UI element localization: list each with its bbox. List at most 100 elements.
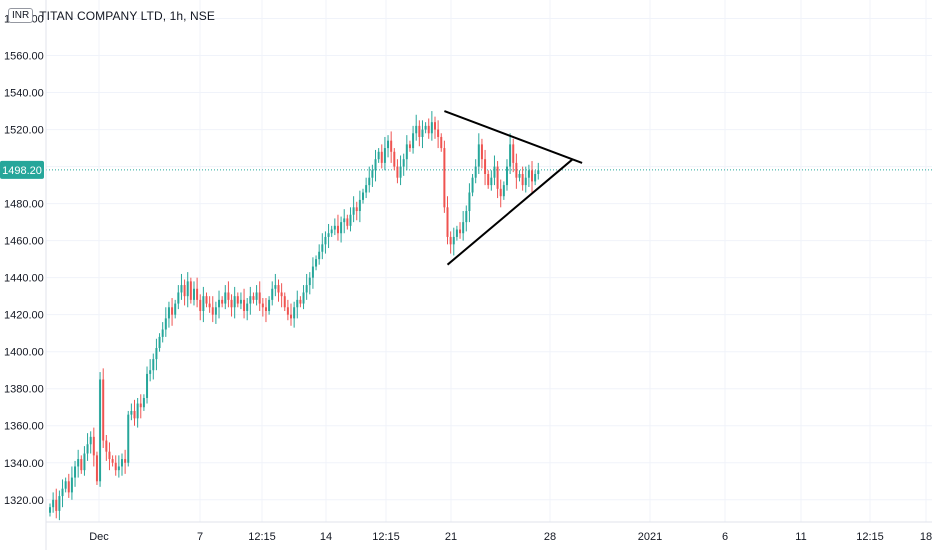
candle-body[interactable]: [518, 174, 521, 178]
candle-body[interactable]: [383, 148, 386, 163]
candle-body[interactable]: [440, 136, 443, 149]
candle-body[interactable]: [161, 329, 164, 337]
candle-body[interactable]: [315, 259, 318, 267]
trendline-lower[interactable]: [446, 158, 574, 266]
candle-body[interactable]: [92, 436, 95, 456]
candle-body[interactable]: [120, 459, 123, 467]
candle-body[interactable]: [318, 251, 321, 260]
candle-body[interactable]: [199, 299, 202, 311]
candle-body[interactable]: [368, 177, 371, 186]
candle-body[interactable]: [534, 174, 537, 182]
candle-body[interactable]: [186, 281, 189, 297]
candle-body[interactable]: [174, 303, 177, 315]
candle-body[interactable]: [327, 233, 330, 237]
candle-body[interactable]: [430, 122, 433, 134]
candle-body[interactable]: [124, 459, 127, 463]
candle-body[interactable]: [95, 455, 98, 482]
candle-body[interactable]: [255, 292, 258, 300]
candle-body[interactable]: [465, 211, 468, 223]
candle-body[interactable]: [424, 125, 427, 130]
candle-body[interactable]: [505, 166, 508, 186]
candle-body[interactable]: [283, 296, 286, 308]
candle-body[interactable]: [415, 125, 418, 134]
candle-body[interactable]: [321, 244, 324, 252]
candle-body[interactable]: [477, 144, 480, 167]
candle-body[interactable]: [70, 477, 73, 493]
candle-body[interactable]: [380, 151, 383, 163]
candle-body[interactable]: [167, 307, 170, 319]
candle-body[interactable]: [86, 444, 89, 454]
candle-body[interactable]: [146, 373, 149, 398]
candle-body[interactable]: [130, 410, 133, 415]
candle-body[interactable]: [330, 229, 333, 234]
candle-body[interactable]: [471, 177, 474, 193]
candle-body[interactable]: [499, 188, 502, 197]
candle-body[interactable]: [496, 166, 499, 189]
candle-body[interactable]: [261, 303, 264, 308]
candle-body[interactable]: [133, 410, 136, 419]
candle-body[interactable]: [246, 303, 249, 311]
candle-body[interactable]: [302, 292, 305, 304]
candle-body[interactable]: [396, 166, 399, 178]
candle-body[interactable]: [459, 229, 462, 234]
candle-body[interactable]: [239, 299, 242, 304]
candle-body[interactable]: [224, 292, 227, 304]
candle-body[interactable]: [493, 166, 496, 178]
candle-body[interactable]: [61, 488, 64, 497]
candle-body[interactable]: [412, 133, 415, 149]
candle-body[interactable]: [537, 170, 540, 174]
candle-body[interactable]: [352, 207, 355, 215]
candle-body[interactable]: [164, 318, 167, 330]
candle-body[interactable]: [280, 292, 283, 297]
candle-body[interactable]: [155, 348, 158, 360]
candle-body[interactable]: [286, 307, 289, 315]
candle-body[interactable]: [290, 314, 293, 319]
candle-body[interactable]: [490, 177, 493, 186]
candle-body[interactable]: [83, 453, 86, 471]
candle-body[interactable]: [480, 144, 483, 160]
candle-body[interactable]: [117, 466, 120, 471]
candle-body[interactable]: [427, 125, 430, 134]
candle-body[interactable]: [211, 307, 214, 315]
candle-body[interactable]: [202, 296, 205, 311]
candle-body[interactable]: [102, 379, 105, 441]
candle-body[interactable]: [399, 166, 402, 178]
candle-body[interactable]: [230, 299, 233, 308]
candle-body[interactable]: [421, 129, 424, 137]
candle-body[interactable]: [214, 307, 217, 315]
candle-body[interactable]: [236, 296, 239, 304]
candle-body[interactable]: [324, 236, 327, 245]
candle-body[interactable]: [258, 292, 261, 304]
candle-body[interactable]: [158, 336, 161, 348]
candle-body[interactable]: [509, 144, 512, 167]
candle-body[interactable]: [277, 285, 280, 293]
candle-body[interactable]: [233, 296, 236, 308]
candle-body[interactable]: [180, 285, 183, 293]
candle-body[interactable]: [487, 174, 490, 186]
candle-body[interactable]: [343, 218, 346, 223]
candle-body[interactable]: [377, 151, 380, 160]
candle-body[interactable]: [171, 307, 174, 315]
candle-body[interactable]: [362, 192, 364, 200]
candle-body[interactable]: [49, 507, 51, 513]
candle-body[interactable]: [446, 207, 449, 237]
candle-body[interactable]: [149, 370, 152, 374]
trendlines-layer[interactable]: [444, 110, 583, 266]
candle-body[interactable]: [205, 296, 208, 304]
candle-body[interactable]: [443, 148, 446, 208]
candle-body[interactable]: [152, 359, 155, 371]
candle-body[interactable]: [346, 218, 349, 226]
candle-body[interactable]: [387, 140, 390, 149]
candle-body[interactable]: [111, 459, 114, 463]
candle-body[interactable]: [462, 222, 465, 234]
candle-body[interactable]: [449, 236, 452, 245]
candle-body[interactable]: [502, 185, 505, 197]
candle-body[interactable]: [77, 459, 80, 467]
candle-body[interactable]: [183, 285, 186, 297]
candle-body[interactable]: [484, 159, 487, 174]
candle-body[interactable]: [296, 299, 299, 308]
candle-body[interactable]: [274, 285, 277, 289]
candle-body[interactable]: [177, 292, 180, 304]
